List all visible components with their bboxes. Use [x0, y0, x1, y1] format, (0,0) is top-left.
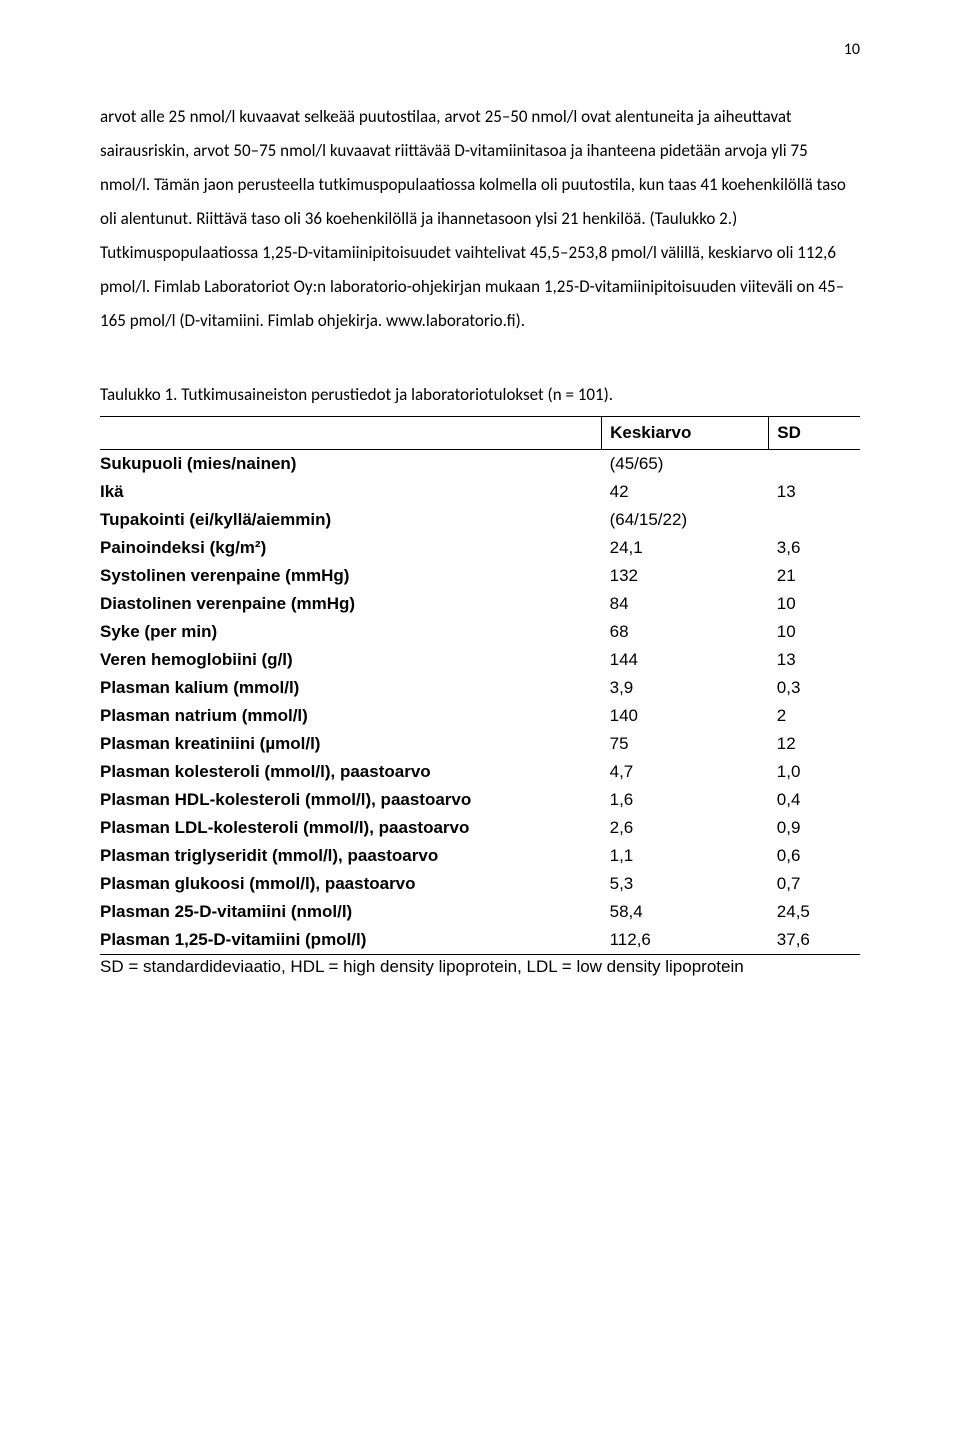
- table-cell-label: Tupakointi (ei/kyllä/aiemmin): [100, 506, 602, 534]
- table-header-sd: SD: [769, 417, 860, 450]
- table-cell-mean: 5,3: [602, 870, 769, 898]
- table-footnote: SD = standardideviaatio, HDL = high dens…: [100, 957, 860, 977]
- data-table: Keskiarvo SD Sukupuoli (mies/nainen)(45/…: [100, 416, 860, 955]
- table-body: Sukupuoli (mies/nainen)(45/65)Ikä4213Tup…: [100, 450, 860, 955]
- table-cell-mean: 1,6: [602, 786, 769, 814]
- table-cell-label: Sukupuoli (mies/nainen): [100, 450, 602, 479]
- table-row: Ikä4213: [100, 478, 860, 506]
- table-cell-sd: 2: [769, 702, 860, 730]
- table-cell-mean: 84: [602, 590, 769, 618]
- table-cell-sd: 0,4: [769, 786, 860, 814]
- table-header-mean: Keskiarvo: [602, 417, 769, 450]
- table-cell-mean: 24,1: [602, 534, 769, 562]
- table-cell-sd: 21: [769, 562, 860, 590]
- table-row: Plasman triglyseridit (mmol/l), paastoar…: [100, 842, 860, 870]
- table-cell-label: Plasman kalium (mmol/l): [100, 674, 602, 702]
- table-cell-sd: 0,6: [769, 842, 860, 870]
- table-cell-label: Plasman 1,25-D-vitamiini (pmol/l): [100, 926, 602, 955]
- table-row: Plasman 25-D-vitamiini (nmol/l)58,424,5: [100, 898, 860, 926]
- table-row: Plasman glukoosi (mmol/l), paastoarvo5,3…: [100, 870, 860, 898]
- table-cell-label: Diastolinen verenpaine (mmHg): [100, 590, 602, 618]
- table-cell-sd: [769, 506, 860, 534]
- table-row: Sukupuoli (mies/nainen)(45/65): [100, 450, 860, 479]
- table-cell-sd: [769, 450, 860, 479]
- table-row: Veren hemoglobiini (g/l)14413: [100, 646, 860, 674]
- table-row: Systolinen verenpaine (mmHg)13221: [100, 562, 860, 590]
- table-cell-mean: (45/65): [602, 450, 769, 479]
- table-cell-mean: 58,4: [602, 898, 769, 926]
- table-row: Painoindeksi (kg/m²)24,13,6: [100, 534, 860, 562]
- table-row: Plasman HDL-kolesteroli (mmol/l), paasto…: [100, 786, 860, 814]
- table-cell-label: Plasman kreatiniini (µmol/l): [100, 730, 602, 758]
- table-row: Plasman kolesteroli (mmol/l), paastoarvo…: [100, 758, 860, 786]
- table-header-empty: [100, 417, 602, 450]
- table-cell-mean: 132: [602, 562, 769, 590]
- table-cell-sd: 3,6: [769, 534, 860, 562]
- page-container: 10 arvot alle 25 nmol/l kuvaavat selkeää…: [0, 0, 960, 1451]
- table-row: Plasman kreatiniini (µmol/l)7512: [100, 730, 860, 758]
- table-cell-sd: 0,7: [769, 870, 860, 898]
- table-row: Plasman LDL-kolesteroli (mmol/l), paasto…: [100, 814, 860, 842]
- table-row: Plasman 1,25-D-vitamiini (pmol/l)112,637…: [100, 926, 860, 955]
- table-cell-label: Ikä: [100, 478, 602, 506]
- table-cell-label: Plasman HDL-kolesteroli (mmol/l), paasto…: [100, 786, 602, 814]
- table-cell-mean: 75: [602, 730, 769, 758]
- table-row: Plasman natrium (mmol/l)1402: [100, 702, 860, 730]
- table-cell-label: Plasman 25-D-vitamiini (nmol/l): [100, 898, 602, 926]
- table-row: Diastolinen verenpaine (mmHg)8410: [100, 590, 860, 618]
- table-cell-label: Veren hemoglobiini (g/l): [100, 646, 602, 674]
- table-cell-mean: 2,6: [602, 814, 769, 842]
- table-cell-mean: 1,1: [602, 842, 769, 870]
- table-cell-mean: (64/15/22): [602, 506, 769, 534]
- table-cell-sd: 12: [769, 730, 860, 758]
- table-row: Syke (per min)6810: [100, 618, 860, 646]
- table-cell-label: Plasman LDL-kolesteroli (mmol/l), paasto…: [100, 814, 602, 842]
- table-cell-mean: 140: [602, 702, 769, 730]
- table-cell-sd: 1,0: [769, 758, 860, 786]
- table-cell-sd: 10: [769, 618, 860, 646]
- table-cell-label: Systolinen verenpaine (mmHg): [100, 562, 602, 590]
- page-number: 10: [844, 40, 860, 59]
- table-row: Plasman kalium (mmol/l)3,90,3: [100, 674, 860, 702]
- table-cell-label: Syke (per min): [100, 618, 602, 646]
- table-cell-mean: 4,7: [602, 758, 769, 786]
- table-cell-label: Painoindeksi (kg/m²): [100, 534, 602, 562]
- table-cell-label: Plasman glukoosi (mmol/l), paastoarvo: [100, 870, 602, 898]
- table-cell-mean: 112,6: [602, 926, 769, 955]
- table-cell-label: Plasman triglyseridit (mmol/l), paastoar…: [100, 842, 602, 870]
- table-header-row: Keskiarvo SD: [100, 417, 860, 450]
- table-cell-sd: 13: [769, 646, 860, 674]
- table-row: Tupakointi (ei/kyllä/aiemmin)(64/15/22): [100, 506, 860, 534]
- body-paragraph: arvot alle 25 nmol/l kuvaavat selkeää pu…: [100, 100, 860, 338]
- table-cell-sd: 0,3: [769, 674, 860, 702]
- table-cell-mean: 144: [602, 646, 769, 674]
- table-cell-sd: 10: [769, 590, 860, 618]
- table-cell-sd: 24,5: [769, 898, 860, 926]
- table-cell-sd: 37,6: [769, 926, 860, 955]
- table-cell-mean: 3,9: [602, 674, 769, 702]
- table-cell-mean: 42: [602, 478, 769, 506]
- table-cell-label: Plasman natrium (mmol/l): [100, 702, 602, 730]
- table-cell-label: Plasman kolesteroli (mmol/l), paastoarvo: [100, 758, 602, 786]
- table-cell-sd: 13: [769, 478, 860, 506]
- table-cell-mean: 68: [602, 618, 769, 646]
- table-cell-sd: 0,9: [769, 814, 860, 842]
- table-caption: Taulukko 1. Tutkimusaineiston perustiedo…: [100, 378, 860, 412]
